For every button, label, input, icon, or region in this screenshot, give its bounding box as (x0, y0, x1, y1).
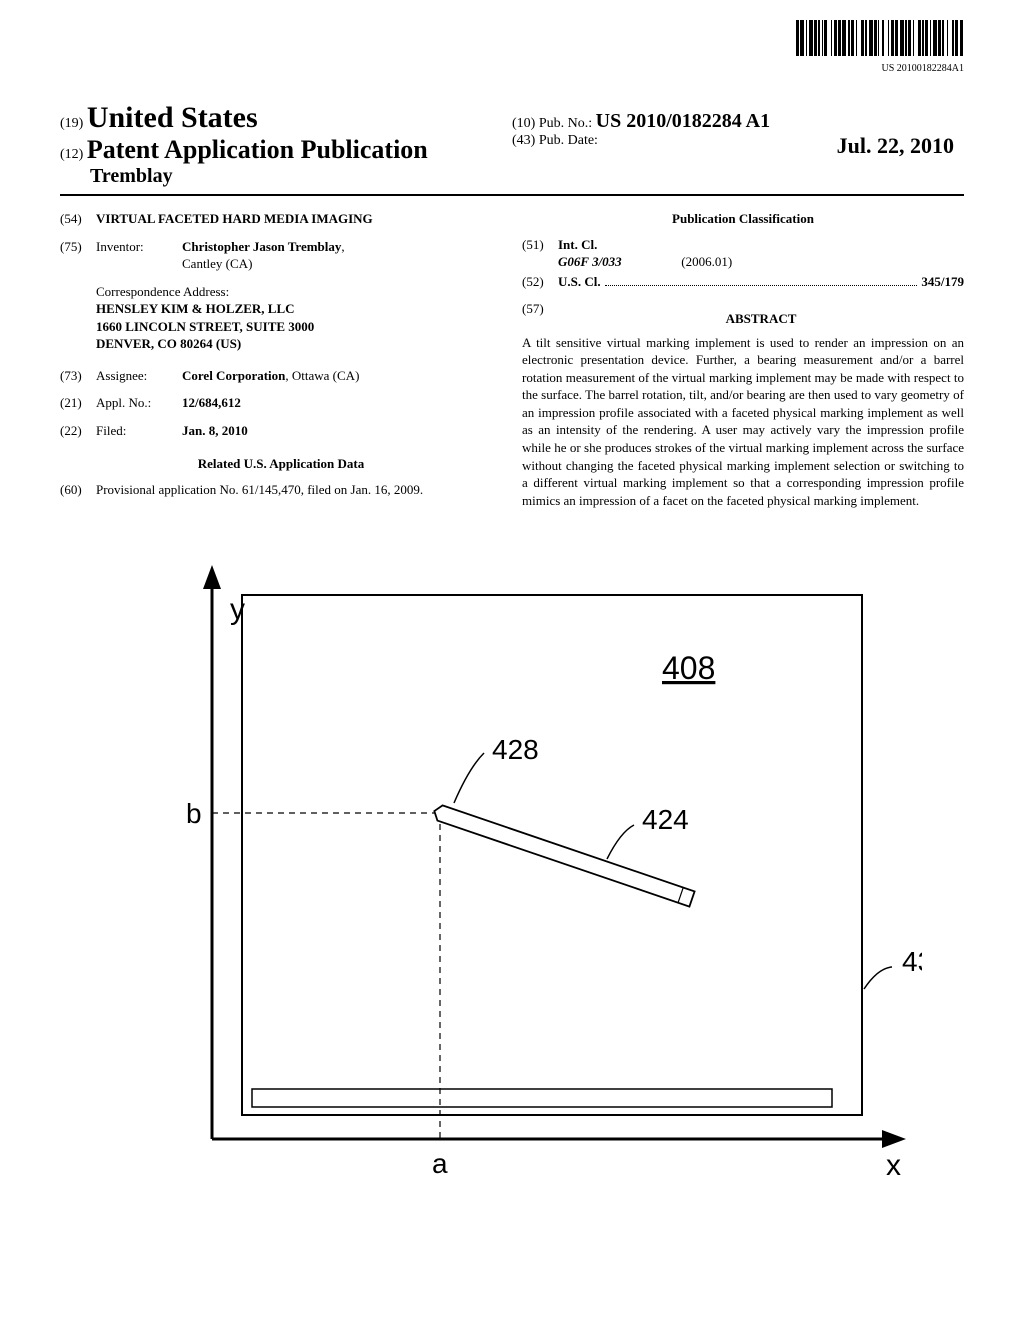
barcode-block: US 20100182284A1 (60, 20, 964, 74)
intcl-code: (51) (522, 236, 558, 271)
country-code: (19) (60, 116, 83, 131)
assignee-label: Assignee: (96, 367, 182, 385)
inventor-name: Christopher Jason Tremblay (182, 239, 341, 254)
related-header: Related U.S. Application Data (60, 455, 502, 473)
barcode-text: US 20100182284A1 (60, 63, 964, 74)
prov-text: Provisional application No. 61/145,470, … (96, 481, 502, 499)
author: Tremblay (90, 165, 173, 187)
country-name: United States (87, 101, 258, 134)
svg-text:a: a (432, 1148, 448, 1179)
barcode (796, 20, 964, 56)
figure: 408 428 424 436 y x b a (102, 559, 922, 1199)
filed-value: Jan. 8, 2010 (182, 422, 502, 440)
svg-text:436: 436 (902, 946, 922, 977)
invention-title: VIRTUAL FACETED HARD MEDIA IMAGING (96, 210, 502, 228)
corr-label: Correspondence Address: (96, 283, 502, 301)
biblio-columns: (54) VIRTUAL FACETED HARD MEDIA IMAGING … (60, 210, 964, 509)
corr-line1: HENSLEY KIM & HOLZER, LLC (96, 300, 502, 318)
pub-title: Patent Application Publication (87, 135, 428, 164)
uscl-code: (52) (522, 273, 558, 291)
uscl-value: 345/179 (921, 273, 964, 291)
figure-svg: 408 428 424 436 y x b a (102, 559, 922, 1199)
pubdate: Jul. 22, 2010 (837, 133, 954, 159)
svg-text:b: b (186, 798, 202, 829)
filed-code: (22) (60, 422, 96, 440)
intcl-label: Int. Cl. (558, 236, 964, 254)
svg-text:424: 424 (642, 804, 689, 835)
abstract-body: A tilt sensitive virtual marking impleme… (522, 334, 964, 509)
pubno: US 2010/0182284 A1 (596, 110, 770, 132)
uscl-dots (605, 284, 918, 286)
left-column: (54) VIRTUAL FACETED HARD MEDIA IMAGING … (60, 210, 502, 509)
pubno-label: Pub. No.: (539, 116, 592, 131)
classification-header: Publication Classification (522, 210, 964, 228)
intcl-date: (2006.01) (681, 254, 732, 269)
prov-code: (60) (60, 481, 96, 499)
filed-label: Filed: (96, 422, 182, 440)
correspondence-address: Correspondence Address: HENSLEY KIM & HO… (96, 283, 502, 353)
svg-text:428: 428 (492, 734, 539, 765)
inventor-label: Inventor: (96, 238, 182, 273)
assignee-loc: , Ottawa (CA) (285, 368, 359, 383)
corr-line2: 1660 LINCOLN STREET, SUITE 3000 (96, 318, 502, 336)
corr-line3: DENVER, CO 80264 (US) (96, 335, 502, 353)
abstract-code: (57) (522, 300, 558, 334)
uscl-label: U.S. Cl. (558, 273, 601, 291)
title-code: (54) (60, 210, 96, 228)
inventor-code: (75) (60, 238, 96, 273)
header: (19) United States (12) Patent Applicati… (60, 78, 964, 196)
svg-text:x: x (886, 1149, 901, 1182)
intcl-class: G06F 3/033 (558, 253, 678, 271)
svg-text:408: 408 (662, 650, 715, 686)
pubdate-code: (43) (512, 133, 535, 148)
pubno-code: (10) (512, 116, 535, 131)
abstract-header: ABSTRACT (558, 310, 964, 328)
pub-code: (12) (60, 147, 83, 162)
applno-code: (21) (60, 394, 96, 412)
assignee-name: Corel Corporation (182, 368, 285, 383)
pubdate-label: Pub. Date: (539, 133, 598, 148)
assignee-code: (73) (60, 367, 96, 385)
svg-text:y: y (230, 593, 245, 626)
applno-value: 12/684,612 (182, 394, 502, 412)
applno-label: Appl. No.: (96, 394, 182, 412)
inventor-loc: Cantley (CA) (182, 256, 252, 271)
right-column: Publication Classification (51) Int. Cl.… (522, 210, 964, 509)
